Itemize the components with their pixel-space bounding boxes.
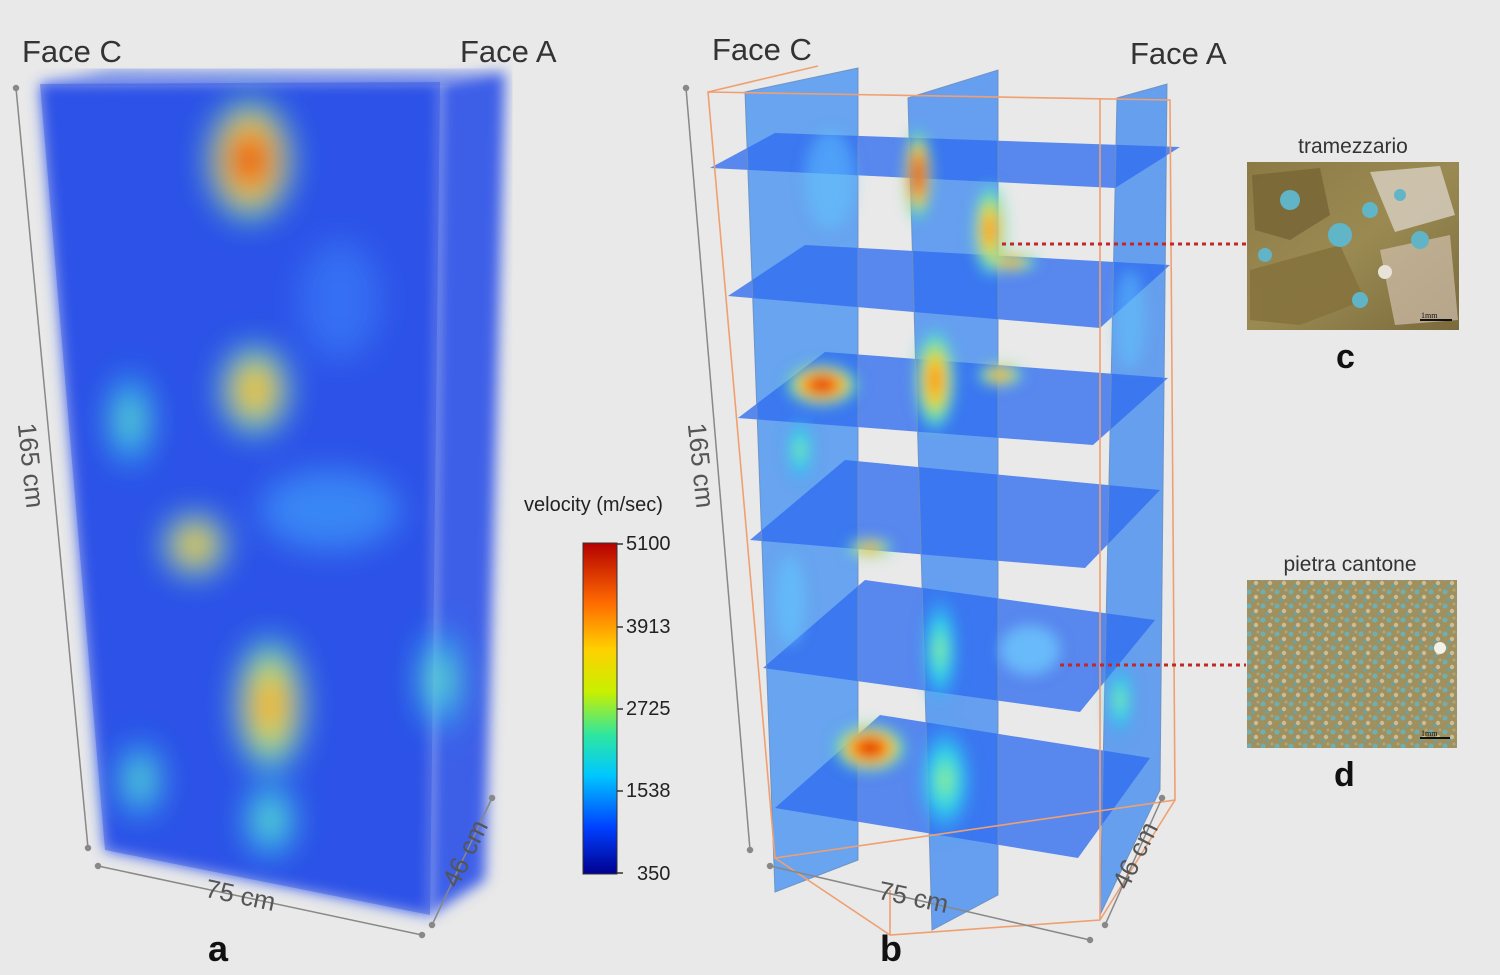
panel-b-slices [707,65,1180,936]
thumbnail-c-image [1247,162,1459,330]
panel-a-face-a-label: Face A [460,34,557,69]
thumbnail-d-scale: 1mm [1421,729,1438,738]
colorbar [582,542,623,875]
colorbar-tick-3913: 3913 [626,616,671,638]
panel-a-dimension-lines [12,84,496,939]
panel-b-face-c-label: Face C [712,32,812,67]
colorbar-tick-350: 350 [637,863,671,885]
thumbnail-d-title: pietra cantone [1283,553,1417,576]
panel-b-dimension-lines [682,84,1166,944]
panel-b-face-a-label: Face A [1130,36,1227,71]
colorbar-tick-5100: 5100 [626,533,671,555]
panel-b-label: b [880,928,902,969]
panel-c-label: c [1336,338,1355,376]
panel-d-label: d [1334,756,1355,794]
panel-a-face-c-label: Face C [22,34,122,69]
thumbnail-c-title: tramezzario [1298,135,1408,158]
thumbnail-c-scale: 1mm [1421,311,1438,320]
panel-a-label: a [208,928,229,969]
colorbar-tick-1538: 1538 [626,780,671,802]
leader-lines [1002,242,1246,667]
colorbar-tick-2725: 2725 [626,698,671,720]
panel-a-volume [40,70,505,915]
colorbar-title: velocity (m/sec) [524,494,663,516]
thumbnail-d-image [1247,580,1457,748]
